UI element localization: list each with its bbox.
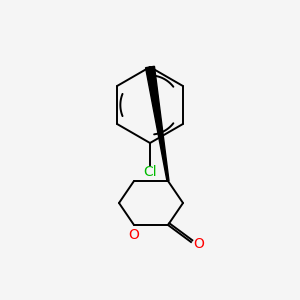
Text: Cl: Cl: [143, 165, 157, 179]
Text: O: O: [194, 237, 204, 251]
Polygon shape: [146, 66, 169, 181]
Text: O: O: [129, 228, 140, 242]
